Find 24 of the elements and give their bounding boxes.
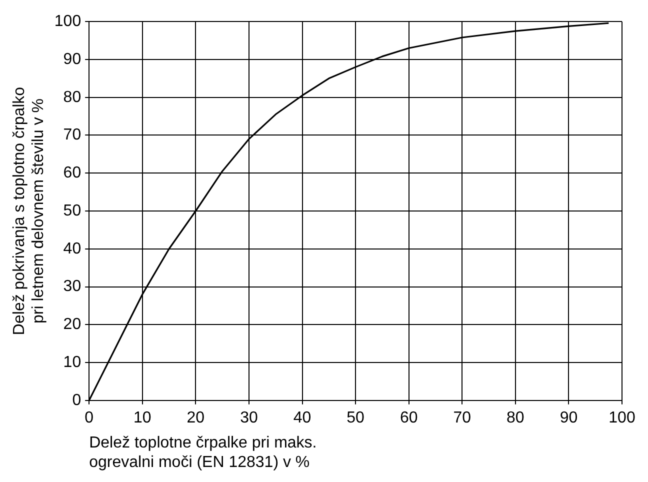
x-tick-label: 80 bbox=[506, 409, 524, 426]
x-tick-label: 40 bbox=[293, 409, 312, 426]
y-tick-label: 30 bbox=[63, 278, 82, 296]
x-tick-label: 60 bbox=[400, 409, 418, 426]
y-tick-label: 0 bbox=[72, 392, 82, 409]
y-tick-label: 70 bbox=[63, 126, 82, 144]
y-tick-label: 90 bbox=[63, 50, 82, 68]
x-tick-label: 90 bbox=[560, 409, 578, 426]
x-tick-label: 10 bbox=[133, 409, 152, 426]
x-tick-label: 20 bbox=[186, 409, 205, 426]
y-tick-label: 80 bbox=[63, 88, 82, 106]
y-tick-label: 20 bbox=[63, 316, 82, 334]
x-axis-title: Delež toplotne črpalke pri maks. ogrevalni moči (EN 12831) v % bbox=[89, 434, 317, 471]
x-tick-label: 0 bbox=[84, 409, 94, 426]
y-tick-label: 100 bbox=[54, 13, 82, 30]
x-tick-label: 50 bbox=[346, 409, 365, 426]
y-tick-label: 60 bbox=[63, 164, 82, 182]
y-tick-label: 40 bbox=[63, 240, 82, 258]
y-tick-label: 50 bbox=[63, 202, 82, 220]
x-tick-label: 70 bbox=[453, 409, 472, 426]
y-tick-label: 10 bbox=[63, 354, 82, 371]
x-tick-label: 100 bbox=[608, 409, 636, 426]
y-axis-title: Delež pokrivanja s toplotno črpalko pri letnem delovnem številu v % bbox=[11, 86, 48, 336]
x-tick-label: 30 bbox=[240, 409, 258, 426]
